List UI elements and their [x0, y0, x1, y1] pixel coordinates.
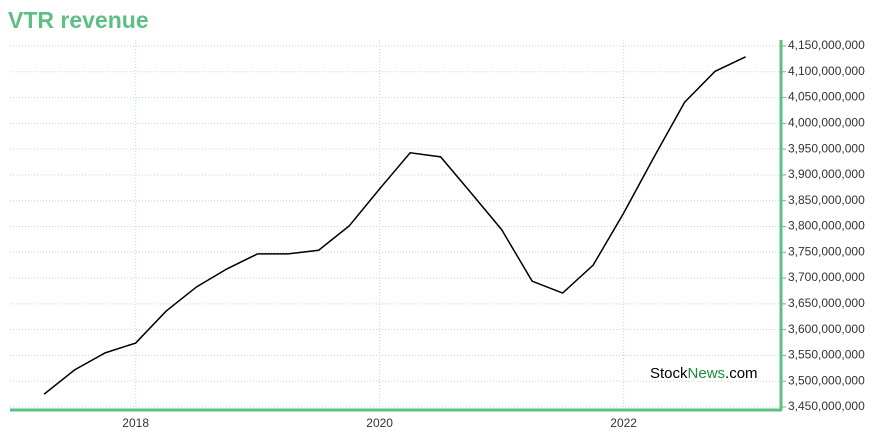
- watermark: StockNews.com: [650, 365, 758, 382]
- y-tick-label: 3,850,000,000: [788, 193, 865, 207]
- y-tick-label: 4,000,000,000: [788, 116, 865, 130]
- y-tick-label: 3,700,000,000: [788, 270, 865, 284]
- y-tick-label: 3,750,000,000: [788, 244, 865, 258]
- y-tick-label: 3,600,000,000: [788, 322, 865, 336]
- x-tick-label: 2020: [366, 416, 393, 430]
- watermark-part: Stock: [650, 365, 688, 382]
- y-tick-label: 3,550,000,000: [788, 348, 865, 362]
- y-tick-label: 3,950,000,000: [788, 141, 865, 155]
- y-tick-label: 4,100,000,000: [788, 64, 865, 78]
- y-tick-label: 4,050,000,000: [788, 90, 865, 104]
- chart-title: VTR revenue: [8, 7, 149, 33]
- x-tick-label: 2022: [610, 416, 637, 430]
- y-tick-label: 4,150,000,000: [788, 38, 865, 52]
- y-tick-label: 3,900,000,000: [788, 167, 865, 181]
- y-tick-label: 3,800,000,000: [788, 219, 865, 233]
- y-tick-label: 3,650,000,000: [788, 296, 865, 310]
- y-tick-label: 3,450,000,000: [788, 399, 865, 413]
- y-tick-label: 3,500,000,000: [788, 373, 865, 387]
- watermark-part: .com: [725, 365, 758, 382]
- line-series: [43, 56, 746, 395]
- watermark-part: News: [688, 365, 726, 382]
- x-tick-label: 2018: [122, 416, 149, 430]
